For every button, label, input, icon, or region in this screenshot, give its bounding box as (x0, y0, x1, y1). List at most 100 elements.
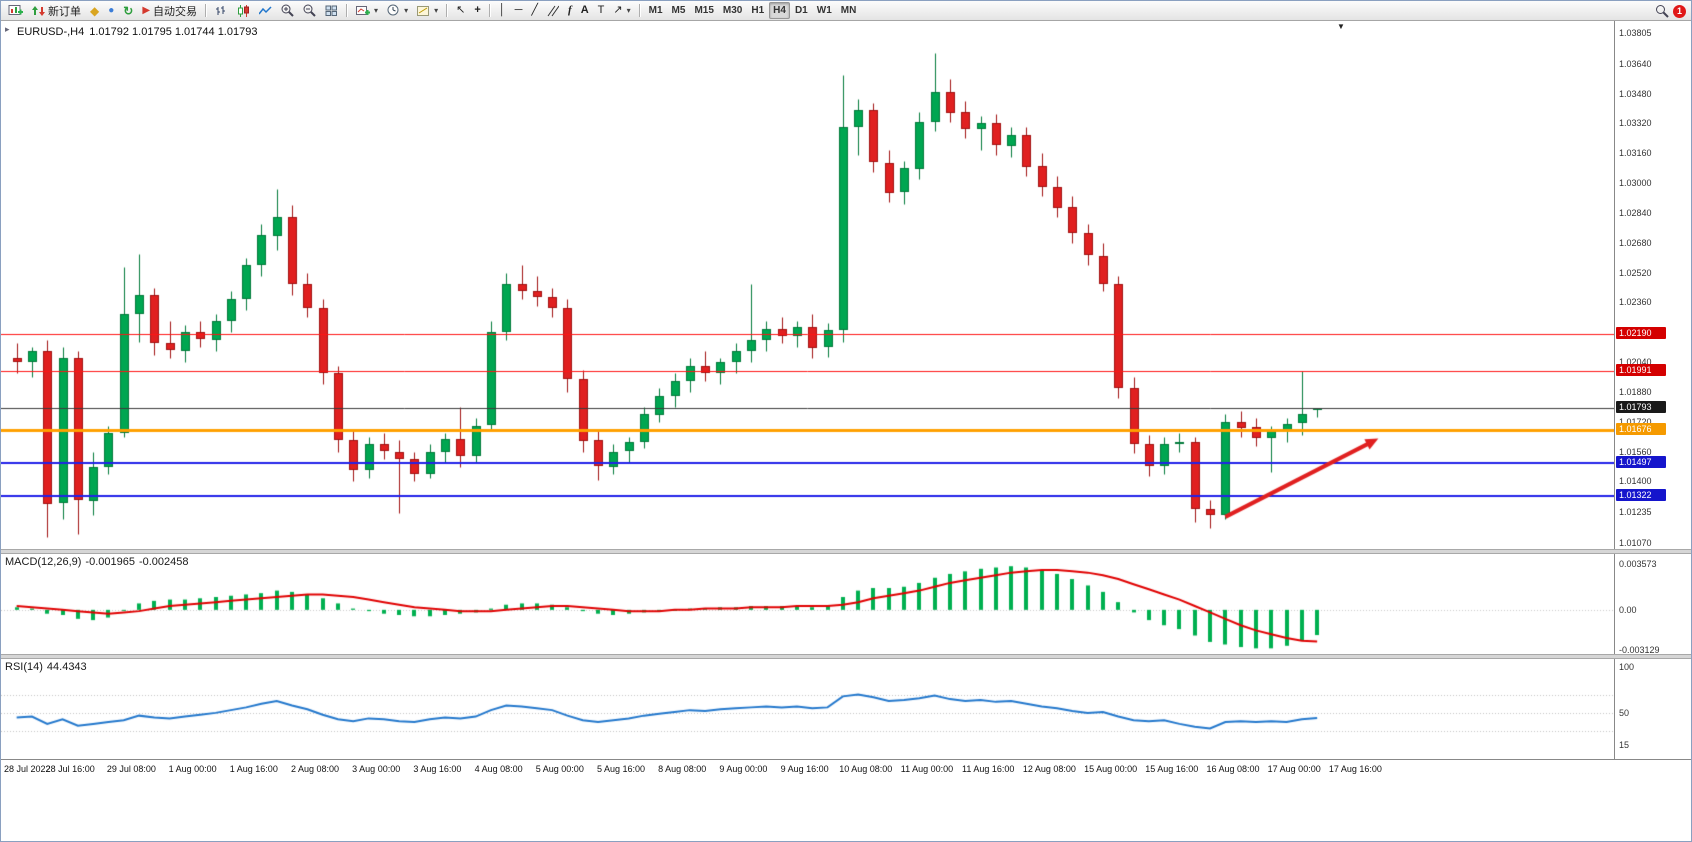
candlestick-chart-type-button[interactable] (233, 2, 254, 19)
price-badge: 1.01322 (1616, 489, 1666, 501)
line-chart-type-button[interactable] (255, 2, 276, 19)
timeframe-button-h1[interactable]: H1 (747, 2, 768, 19)
autotrading-button[interactable]: ▶ 自动交易 (138, 2, 201, 19)
label-tool-button[interactable]: T (594, 2, 609, 19)
price-axis-label: 1.01560 (1619, 446, 1652, 457)
cursor-tool-button[interactable]: ↖ (452, 2, 469, 19)
chevron-down-icon: ▾ (374, 6, 379, 15)
time-axis-label: 5 Aug 16:00 (596, 764, 646, 774)
crosshair-tool-button[interactable]: + (470, 2, 484, 19)
chevron-down-icon: ▾ (434, 6, 439, 15)
time-axis-label: 3 Aug 16:00 (413, 764, 462, 774)
refresh-icon: ↻ (123, 3, 134, 18)
tile-windows-icon (325, 5, 338, 16)
chart-shift-marker: ▼ (1337, 22, 1345, 31)
horizontal-line-tool-button[interactable]: ─ (511, 2, 527, 19)
time-axis-label: 15 Aug 00:00 (1084, 764, 1138, 774)
indicators-icon (356, 5, 371, 15)
price-axis-label: 1.02520 (1619, 267, 1652, 278)
search-icon[interactable] (1655, 4, 1669, 18)
arrows-tool-button[interactable]: ↗ ▾ (609, 2, 634, 19)
panel-separator[interactable] (1, 654, 1691, 659)
autotrading-icon: ▶ (142, 4, 151, 16)
ohlc-quote-text: 1.01792 1.01795 1.01744 1.01793 (89, 26, 258, 38)
time-axis-label: 17 Aug 16:00 (1328, 764, 1382, 774)
toolbar-separator (446, 4, 449, 17)
time-axis[interactable]: 28 Jul 2022 28 Jul 16:00 29 Jul 08:00 1 Aug… (1, 759, 1691, 780)
trendline-icon: ╱ (531, 4, 539, 16)
timeframe-button-m5[interactable]: M5 (668, 2, 690, 19)
price-badge: 1.01991 (1616, 364, 1666, 377)
time-axis-label: 11 Aug 00:00 (900, 764, 954, 774)
time-axis-label: 1 Aug 16:00 (229, 764, 278, 774)
new-order-label: 新订单 (48, 5, 81, 18)
chevron-down-icon: ▾ (626, 6, 631, 15)
rsi-axis-label: 50 (1619, 707, 1630, 718)
macd-axis-label: 0.003573 (1619, 559, 1657, 569)
panel-separator[interactable] (1, 549, 1691, 554)
time-axis-label: 10 Aug 08:00 (839, 764, 893, 774)
timeframe-button-m15[interactable]: M15 (690, 2, 717, 19)
bar-chart-type-button[interactable] (211, 2, 232, 19)
indicators-button[interactable]: ▾ (352, 2, 382, 19)
zoom-out-icon (303, 4, 316, 17)
zoom-in-button[interactable] (277, 2, 298, 19)
zoom-out-button[interactable] (299, 2, 320, 19)
text-tool-button[interactable]: A (577, 2, 593, 19)
price-axis-label: 1.01070 (1619, 538, 1652, 548)
metaeditor-button[interactable]: ◆ (86, 2, 103, 19)
timeframe-button-w1[interactable]: W1 (813, 2, 836, 19)
templates-icon (417, 5, 430, 16)
timeframe-button-h4[interactable]: H4 (769, 2, 790, 19)
time-axis-label: 5 Aug 00:00 (535, 764, 584, 774)
text-tool-icon: A (580, 4, 589, 16)
toolbar: 新订单 ◆ ● ↻ ▶ 自动交易 (1, 1, 1691, 21)
macd-label: MACD(12,26,9) -0.001965 -0.002458 (5, 556, 193, 568)
templates-button[interactable]: ▾ (413, 2, 442, 19)
market-icon: ● (108, 4, 115, 16)
channel-tool-button[interactable] (543, 2, 563, 19)
rsi-axis-label: 15 (1619, 740, 1630, 750)
notification-badge[interactable]: 1 (1673, 4, 1686, 18)
market-button[interactable]: ● (104, 2, 118, 19)
time-axis-label: 16 Aug 08:00 (1206, 764, 1260, 774)
time-axis-label: 15 Aug 16:00 (1145, 764, 1199, 774)
macd-canvas[interactable] (1, 554, 1614, 654)
price-axis-label: 1.03805 (1619, 28, 1652, 38)
periods-button[interactable]: ▾ (383, 2, 412, 19)
macd-value: -0.001965 (85, 556, 135, 568)
toolbar-separator (205, 4, 208, 17)
tile-windows-button[interactable] (321, 2, 342, 19)
toolbar-separator (488, 4, 491, 17)
time-axis-label: 4 Aug 08:00 (474, 764, 523, 774)
new-order-button[interactable]: 新订单 (28, 2, 85, 19)
refresh-button[interactable]: ↻ (119, 2, 137, 19)
timeframe-button-m1[interactable]: M1 (645, 2, 667, 19)
main-chart-canvas[interactable] (1, 21, 1614, 549)
vertical-line-tool-button[interactable]: │ (495, 2, 510, 19)
timeframe-button-d1[interactable]: D1 (791, 2, 812, 19)
price-badge: 1.01793 (1616, 401, 1666, 414)
one-click-trading-toggle[interactable]: ▸ (5, 24, 10, 34)
rsi-panel: RSI(14) 44.4343 100 50 15 (1, 659, 1691, 759)
symbol-period-text: EURUSD-,H4 (17, 26, 85, 38)
rsi-axis-label: 100 (1619, 662, 1635, 672)
time-axis-label: 9 Aug 16:00 (780, 764, 829, 774)
rsi-axis: 100 50 15 (1614, 659, 1691, 759)
chevron-down-icon: ▾ (404, 6, 409, 15)
rsi-canvas[interactable] (1, 659, 1614, 759)
trendline-tool-button[interactable]: ╱ (527, 2, 542, 19)
macd-name: MACD(12,26,9) (5, 556, 82, 568)
new-chart-icon (8, 5, 23, 15)
bottom-empty-area (1, 780, 1691, 841)
fibonacci-tool-button[interactable]: f (564, 2, 576, 19)
timeframe-button-m30[interactable]: M30 (719, 2, 746, 19)
zoom-in-icon (281, 4, 294, 17)
price-axis-label: 1.02840 (1619, 207, 1652, 218)
time-axis-label: 29 Jul 08:00 (106, 764, 156, 774)
price-axis[interactable]: 1.03805 1.03640 1.03480 1.03320 1.03160 1.030… (1614, 21, 1691, 549)
timeframe-button-mn[interactable]: MN (837, 2, 861, 19)
time-axis-label: 12 Aug 08:00 (1022, 764, 1076, 774)
toolbar-separator (346, 4, 349, 17)
new-chart-button[interactable] (4, 2, 27, 19)
